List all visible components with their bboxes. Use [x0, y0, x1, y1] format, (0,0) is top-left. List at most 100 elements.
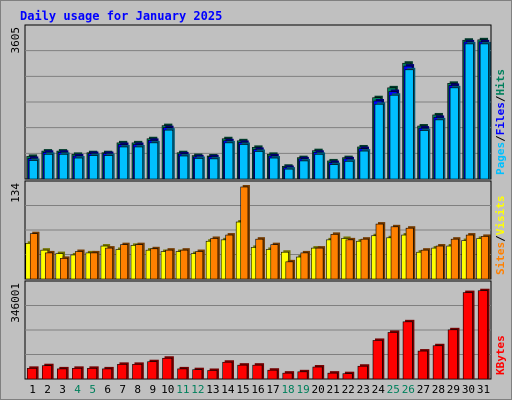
bar-sites-day-16	[255, 237, 265, 280]
x-tick-label-15: 15	[236, 383, 249, 396]
bar-sites-day-30	[465, 233, 476, 280]
bar-kbytes-day-29	[447, 327, 460, 380]
bar-pages-day-8	[134, 144, 145, 180]
bar-sites-day-11	[180, 248, 190, 280]
bar-pages-day-13	[209, 156, 220, 180]
bar-sites-day-2	[44, 250, 55, 280]
bar-kbytes-day-7	[117, 362, 129, 380]
bar-sites-day-10	[165, 248, 175, 280]
x-tick-label-19: 19	[296, 383, 309, 396]
bar-sites-day-1	[29, 231, 40, 280]
panel-kbytes: 346001 KBytes	[9, 280, 507, 380]
legend-separator: /	[494, 235, 507, 242]
bar-kbytes-day-27	[417, 349, 430, 380]
bar-sites-day-19	[300, 250, 311, 280]
bar-kbytes-day-2	[41, 363, 54, 380]
bar-sites-day-3	[60, 256, 70, 280]
bar-sites-day-31	[480, 234, 491, 280]
bar-sites-day-29	[450, 237, 461, 280]
x-tick-label-5: 5	[89, 383, 96, 396]
bar-sites-day-15	[240, 185, 250, 280]
bar-kbytes-day-16	[252, 363, 265, 380]
legend-separator: /	[494, 95, 507, 102]
panel-hits-max-label: 3605	[9, 27, 22, 54]
bar-pages-day-4	[74, 156, 85, 180]
bar-pages-day-10	[164, 128, 175, 180]
bar-kbytes-day-26	[402, 319, 415, 380]
x-tick-label-8: 8	[134, 383, 141, 396]
bar-pages-day-15	[239, 142, 250, 180]
x-tick-label-24: 24	[372, 383, 386, 396]
bar-kbytes-day-14	[222, 360, 234, 380]
bar-pages-day-2	[43, 152, 55, 180]
x-axis-labels: 1 2 3 4 5 6 7 8 9 10 11 12 13 14 15 16 17 18 19 20 21 22 23 24 2…	[29, 383, 490, 396]
bar-pages-day-12	[194, 156, 205, 180]
bar-kbytes-day-6	[102, 366, 114, 380]
x-tick-label-30: 30	[462, 383, 475, 396]
bar-kbytes-day-31	[477, 288, 490, 380]
bar-kbytes-day-17	[267, 368, 280, 380]
bar-sites-day-8	[135, 242, 145, 280]
x-tick-label-28: 28	[432, 383, 445, 396]
panel-visits: 134 Sites/Visits	[9, 180, 507, 280]
bar-pages-day-25	[389, 93, 401, 180]
bar-pages-day-23	[359, 149, 371, 180]
x-tick-label-21: 21	[327, 383, 340, 396]
bar-pages-day-27	[419, 128, 431, 180]
bar-pages-day-29	[449, 85, 461, 180]
x-tick-label-6: 6	[104, 383, 111, 396]
bar-pages-day-11	[179, 154, 190, 180]
bar-kbytes-day-4	[72, 366, 84, 380]
x-tick-label-7: 7	[119, 383, 126, 396]
bar-sites-day-5	[90, 250, 100, 280]
x-tick-label-9: 9	[149, 383, 156, 396]
bar-kbytes-day-22	[342, 371, 355, 380]
bar-sites-day-6	[105, 246, 115, 280]
bar-kbytes-day-9	[147, 359, 159, 380]
x-tick-label-18: 18	[281, 383, 294, 396]
panel-kbytes-legend: KBytes	[494, 335, 507, 375]
bar-pages-day-3	[58, 152, 70, 180]
bar-kbytes-day-1	[26, 366, 39, 380]
bar-sites-day-9	[150, 246, 160, 280]
bar-pages-day-22	[344, 159, 356, 180]
bar-sites-day-14	[225, 233, 235, 280]
bar-kbytes-day-30	[462, 290, 475, 380]
bar-sites-day-7	[120, 242, 130, 280]
bar-pages-day-17	[269, 156, 280, 180]
x-tick-label-26: 26	[402, 383, 415, 396]
legend-separator: /	[494, 135, 507, 142]
bar-sites-day-20	[315, 246, 326, 280]
legend-pages: Pages	[494, 142, 507, 175]
bar-pages-day-30	[464, 41, 476, 180]
bar-kbytes-day-12	[192, 367, 204, 380]
panel-visits-legend: Sites/Visits	[494, 196, 507, 276]
x-tick-label-25: 25	[387, 383, 400, 396]
bar-pages-day-14	[224, 140, 235, 180]
x-tick-label-22: 22	[342, 383, 355, 396]
x-tick-label-14: 14	[221, 383, 235, 396]
bar-kbytes-day-13	[207, 368, 219, 380]
x-tick-label-11: 11	[176, 383, 189, 396]
bar-pages-day-21	[329, 162, 341, 180]
bar-pages-day-18	[284, 167, 296, 180]
x-tick-label-17: 17	[266, 383, 279, 396]
x-tick-label-10: 10	[161, 383, 174, 396]
bar-kbytes-day-25	[387, 330, 400, 380]
bar-pages-day-9	[149, 140, 160, 180]
bar-sites-day-27	[420, 248, 431, 280]
bar-kbytes-day-3	[57, 366, 69, 380]
bar-sites-day-4	[75, 249, 85, 280]
chart-title: Daily usage for January 2025	[20, 9, 222, 23]
panels-layer: 3605Pages/Files/Hits134Sites/Visits34600…	[9, 24, 507, 380]
legend-kbytes: KBytes	[494, 335, 507, 375]
bar-sites-day-25	[390, 224, 401, 280]
bar-pages-day-6	[104, 153, 115, 180]
x-tick-label-4: 4	[74, 383, 81, 396]
bar-sites-day-13	[210, 236, 220, 280]
bar-sites-day-21	[330, 232, 341, 280]
bar-sites-day-26	[405, 226, 416, 280]
bar-pages-day-28	[434, 117, 446, 180]
bar-kbytes-day-21	[327, 371, 340, 380]
